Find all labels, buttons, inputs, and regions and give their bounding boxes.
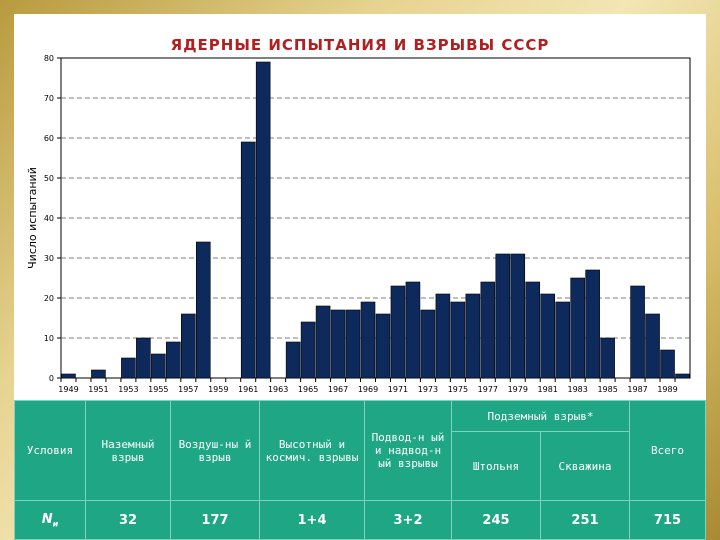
header-underground: Подземный взрыв* bbox=[451, 400, 630, 432]
value-high: 1+4 bbox=[259, 500, 365, 540]
bar bbox=[136, 337, 151, 379]
y-axis-ticks: 0 10 20 30 40 50 60 70 80 bbox=[44, 54, 61, 383]
row-label: Nи bbox=[14, 500, 86, 540]
bar bbox=[630, 285, 645, 379]
value-total: 715 bbox=[629, 500, 706, 540]
y-tick-label: 0 bbox=[49, 374, 54, 383]
y-axis-label: Число испытаний bbox=[26, 167, 39, 269]
value-borehole: 251 bbox=[540, 500, 630, 540]
bar bbox=[645, 313, 660, 379]
bar bbox=[585, 269, 600, 379]
bar bbox=[285, 341, 301, 379]
header-water: Подвод-н ый и надвод-н ый взрывы bbox=[364, 400, 452, 501]
bars bbox=[61, 61, 690, 379]
bar bbox=[675, 373, 690, 379]
x-tick-label: 1951 bbox=[88, 385, 108, 394]
bar bbox=[315, 305, 331, 379]
gridlines bbox=[61, 97, 690, 339]
x-tick-label: 1953 bbox=[118, 385, 138, 394]
bar bbox=[375, 313, 391, 379]
header-adit: Штольня bbox=[451, 431, 541, 501]
bar bbox=[121, 357, 136, 379]
bar bbox=[255, 61, 271, 379]
header-conditions: Условия bbox=[14, 400, 86, 501]
header-air: Воздуш-ны й взрыв bbox=[170, 400, 260, 501]
y-tick-label: 50 bbox=[44, 174, 54, 183]
slide: 0 10 20 30 40 50 60 70 80 1949 1951 1953 1955 1957 19… bbox=[14, 14, 706, 540]
x-tick-label: 1981 bbox=[538, 385, 558, 394]
bar bbox=[166, 341, 181, 379]
page-title: ЯДЕРНЫЕ ИСПЫТАНИЯ И ВЗРЫВЫ СССР bbox=[170, 36, 550, 54]
header-ground: Наземный взрыв bbox=[85, 400, 171, 501]
x-tick-label: 1977 bbox=[478, 385, 498, 394]
bar bbox=[390, 285, 406, 379]
bar bbox=[525, 281, 541, 379]
x-tick-label: 1989 bbox=[657, 385, 677, 394]
bar bbox=[540, 293, 556, 379]
x-tick-label: 1987 bbox=[627, 385, 647, 394]
bar bbox=[450, 301, 466, 379]
bar bbox=[181, 313, 196, 379]
bar bbox=[480, 281, 496, 379]
bar bbox=[345, 309, 361, 379]
bar bbox=[240, 141, 256, 379]
x-tick-label: 1957 bbox=[178, 385, 198, 394]
y-tick-label: 10 bbox=[44, 334, 54, 343]
bar bbox=[660, 349, 675, 379]
value-water: 3+2 bbox=[364, 500, 452, 540]
x-tick-label: 1979 bbox=[508, 385, 528, 394]
x-tick-label: 1985 bbox=[597, 385, 617, 394]
summary-table: Условия Наземный взрыв Воздуш-ны й взрыв… bbox=[14, 400, 706, 540]
y-tick-label: 40 bbox=[44, 214, 54, 223]
bar bbox=[570, 277, 585, 379]
x-tick-label: 1965 bbox=[298, 385, 318, 394]
row-label-sub: и bbox=[52, 519, 59, 529]
header-total: Всего bbox=[629, 400, 706, 501]
x-axis-ticks: 1949 1951 1953 1955 1957 1959 1961 1963 1965 1967… bbox=[58, 378, 678, 394]
value-air: 177 bbox=[170, 500, 260, 540]
header-borehole: Скважина bbox=[540, 431, 630, 501]
x-tick-label: 1969 bbox=[358, 385, 378, 394]
row-label-main: N bbox=[41, 511, 53, 527]
x-tick-label: 1973 bbox=[418, 385, 438, 394]
bar bbox=[435, 293, 451, 379]
bar bbox=[61, 373, 76, 379]
bar bbox=[360, 301, 376, 379]
x-tick-label: 1967 bbox=[328, 385, 348, 394]
bar bbox=[405, 281, 421, 379]
x-tick-label: 1961 bbox=[238, 385, 258, 394]
bar bbox=[495, 253, 511, 379]
bar bbox=[465, 293, 481, 379]
header-high: Высотный и космич. взрывы bbox=[259, 400, 365, 501]
bar bbox=[300, 321, 316, 379]
bar bbox=[151, 353, 166, 379]
x-tick-label: 1971 bbox=[388, 385, 408, 394]
value-ground: 32 bbox=[85, 500, 171, 540]
bar bbox=[420, 309, 436, 379]
y-tick-label: 70 bbox=[44, 94, 54, 103]
y-tick-label: 80 bbox=[44, 54, 54, 63]
x-tick-label: 1949 bbox=[58, 385, 78, 394]
bar bbox=[510, 253, 526, 379]
bar bbox=[555, 301, 570, 379]
bar bbox=[600, 337, 615, 379]
x-tick-label: 1963 bbox=[268, 385, 288, 394]
x-tick-label: 1959 bbox=[208, 385, 228, 394]
y-tick-label: 30 bbox=[44, 254, 54, 263]
bar bbox=[91, 369, 106, 379]
y-tick-label: 60 bbox=[44, 134, 54, 143]
bar bbox=[195, 241, 211, 379]
y-tick-label: 20 bbox=[44, 294, 54, 303]
x-tick-label: 1975 bbox=[448, 385, 468, 394]
x-tick-label: 1983 bbox=[567, 385, 587, 394]
x-tick-label: 1955 bbox=[148, 385, 168, 394]
bar bbox=[330, 309, 346, 379]
value-adit: 245 bbox=[451, 500, 541, 540]
